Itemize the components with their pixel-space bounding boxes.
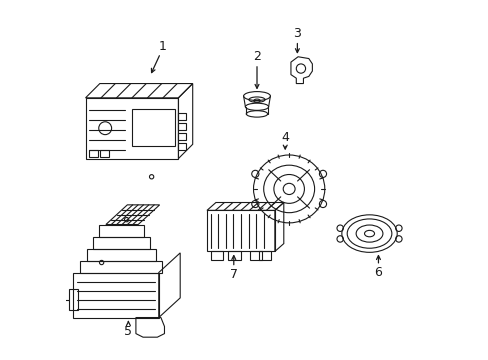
Bar <box>100 150 108 157</box>
Text: 4: 4 <box>281 131 288 144</box>
Bar <box>177 113 185 120</box>
Text: 2: 2 <box>253 50 261 63</box>
Text: 3: 3 <box>293 27 301 40</box>
Bar <box>69 289 78 310</box>
Bar <box>177 123 185 130</box>
Bar <box>210 251 223 260</box>
Text: 6: 6 <box>374 266 382 279</box>
Text: 5: 5 <box>124 325 132 338</box>
Bar <box>206 210 274 251</box>
Bar <box>177 143 185 150</box>
Bar <box>132 109 175 146</box>
Bar <box>177 133 185 140</box>
Bar <box>249 251 262 260</box>
Text: 1: 1 <box>158 40 166 53</box>
Bar <box>228 251 241 260</box>
Text: 7: 7 <box>229 268 237 281</box>
Bar <box>89 150 98 157</box>
Bar <box>258 251 271 260</box>
